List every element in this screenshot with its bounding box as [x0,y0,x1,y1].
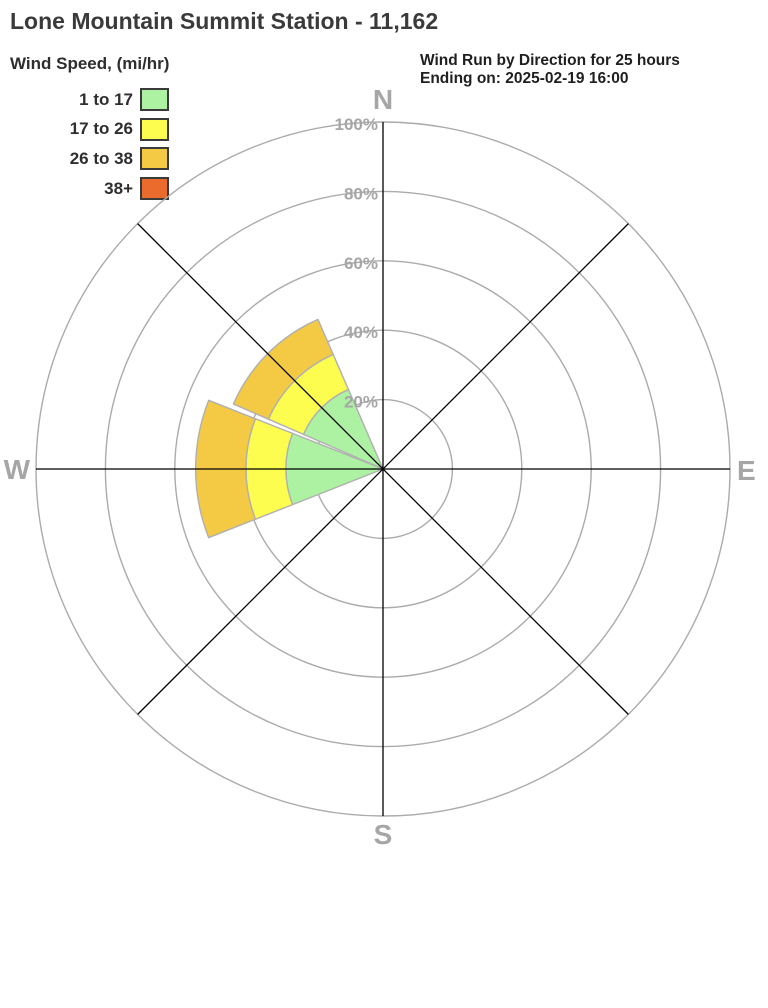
legend-item: 17 to 26 [10,117,169,141]
subtitle-line-2: Ending on: 2025-02-19 16:00 [420,70,629,87]
legend-item: 1 to 17 [10,88,169,111]
ring-label-40: 40% [344,323,378,342]
compass-label-east: E [737,455,756,486]
legend-title: Wind Speed, (mi/hr) [10,54,170,73]
page-title: Lone Mountain Summit Station - 11,162 [10,8,439,34]
legend-item: 38+ [10,177,169,201]
wind-speed-legend: 1 to 17 17 to 26 26 to 38 38+ [10,88,169,201]
legend-label: 26 to 38 [69,148,133,168]
ring-label-80: 80% [344,184,378,203]
legend-swatch-green [140,88,169,111]
subtitle-line-1: Wind Run by Direction for 25 hours [420,52,680,69]
ring-label-20: 20% [344,393,378,412]
legend-label: 17 to 26 [69,119,133,139]
legend-swatch-orange [140,177,169,201]
legend-swatch-yellow [140,117,169,141]
compass-label-north: N [373,84,393,115]
compass-label-south: S [374,819,393,850]
legend-swatch-gold [140,147,169,171]
ring-label-100: 100% [335,115,378,134]
compass-label-west: W [4,454,31,485]
radial-axis-line [137,223,629,715]
chart-subtitle: Wind Run by Direction for 25 hours Endin… [420,52,680,88]
legend-label: 38+ [104,178,133,198]
ring-label-60: 60% [344,254,378,273]
legend-item: 26 to 38 [10,147,169,171]
legend-label: 1 to 17 [79,89,133,109]
